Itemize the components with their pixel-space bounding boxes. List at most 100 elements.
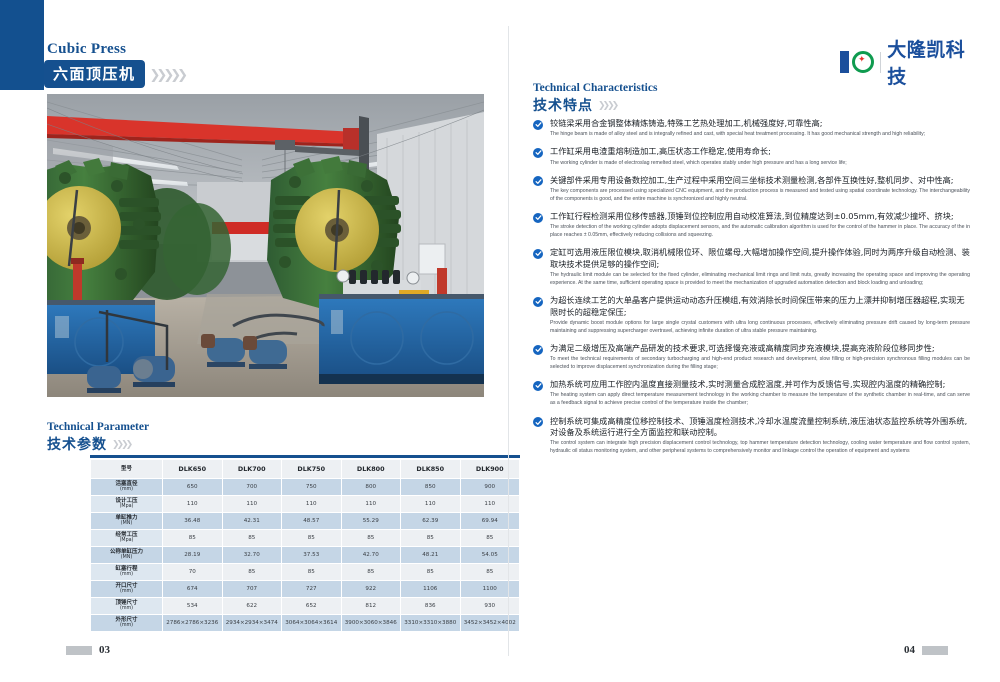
chevron-ornament-small-icon: ❯ ❯ ❯ ❯	[598, 99, 620, 110]
table-row-label: 活塞直径 (mm)	[90, 478, 163, 496]
table-cell: 85	[400, 529, 461, 547]
table-cell: 85	[340, 529, 401, 547]
chevron-ornament-icon: ❯ ❯ ❯ ❯ ❯	[149, 66, 189, 82]
table-header-cell: DLK700	[221, 459, 282, 479]
page-swatch	[66, 645, 92, 655]
table-cell: 836	[400, 597, 461, 615]
table-row-label: 公称单缸压力 (MN)	[90, 546, 163, 564]
table-row-label: 开口尺寸 (mm)	[90, 580, 163, 598]
table-row: 开口尺寸 (mm) 674 707 727 922 1106 1100	[90, 580, 520, 598]
characteristic-item: 定缸可选用液压限位模块,取消机械限位环、限位螺母,大幅增加操作空间,提升操作体验…	[533, 247, 970, 287]
table-cell: 650	[162, 478, 223, 496]
characteristic-en: The stroke detection of the working cyli…	[550, 224, 970, 239]
row-label-unit: (mm)	[119, 606, 134, 612]
row-label-text: 外形尺寸	[115, 616, 138, 623]
page-number-right-group: 04	[904, 644, 948, 656]
hydraulic-tank-right	[319, 294, 484, 380]
table-cell: 727	[281, 580, 342, 598]
characteristic-cn: 控制系统可集成高精度位移控制技术、顶锤温度检测技术,冷却水温度流量控制系统,液压…	[550, 415, 968, 438]
factory-photo	[47, 94, 484, 397]
row-label-text: 设计工压	[115, 497, 138, 504]
characteristic-item: 工作缸行程检测采用位移传感器,顶锤到位控制应用自动校准算法,到位精度达到±0.0…	[533, 211, 970, 240]
characteristic-item: 控制系统可集成高精度位移控制技术、顶锤温度检测技术,冷却水温度流量控制系统,液压…	[533, 416, 970, 456]
characteristic-item: 铰链梁采用合金钢整体精炼铸造,特殊工艺热处理加工,机械强度好,可靠性高; The …	[533, 118, 970, 139]
table-cell: 110	[459, 495, 520, 513]
check-circle-icon	[533, 176, 543, 187]
table-header-row: 型号 DLK650 DLK700 DLK750 DLK800 DLK850 DL…	[90, 459, 520, 479]
table-cell: 55.29	[340, 512, 401, 530]
table-row: 顶锤尺寸 (mm) 534 622 652 812 836 930	[90, 597, 520, 615]
table-cell: 32.70	[221, 546, 282, 564]
table-cell: 110	[400, 495, 461, 513]
characteristic-en: The hydraulic limit module can be select…	[550, 272, 970, 286]
star-icon: ✦	[858, 54, 866, 64]
param-title-cn: 技术参数	[47, 437, 107, 453]
characteristic-en: The hinge beam is made of alloy steel an…	[550, 131, 926, 138]
table-row-label: 顶锤尺寸 (mm)	[90, 597, 163, 615]
table-cell: 700	[221, 478, 282, 496]
table-row: 活塞直径 (mm) 650 700 750 800 850 900	[90, 478, 520, 496]
table-cell: 850	[400, 478, 461, 496]
check-circle-icon	[533, 212, 543, 223]
table-cell: 1106	[400, 580, 461, 598]
check-circle-icon	[533, 119, 543, 130]
table-cell: 85	[459, 529, 520, 547]
row-label-unit: (mm)	[119, 589, 134, 595]
table-cell: 85	[221, 563, 282, 581]
table-row: 单缸推力 (MN) 36.48 42.31 48.57 55.29 62.39 69.94	[90, 512, 520, 530]
table-cell: 652	[281, 597, 342, 615]
valve-bank	[336, 268, 447, 302]
left-page: Cubic Press 六面顶压机 ❯ ❯ ❯ ❯ ❯	[44, 0, 520, 682]
table-cell: 36.48	[162, 512, 223, 530]
table-cell: 3900×3060×3846	[340, 614, 401, 632]
characteristic-en: Provide dynamic boost module options for…	[550, 320, 970, 334]
factory-photo-illustration	[47, 94, 484, 397]
characteristics-title-cn: 技术特点	[533, 98, 593, 114]
row-label-unit: (MN)	[120, 521, 133, 527]
table-cell: 85	[162, 529, 223, 547]
table-cell: 85	[340, 563, 401, 581]
table-cell: 930	[459, 597, 520, 615]
characteristic-en: The control system can integrate high pr…	[550, 440, 970, 455]
characteristics-list: 铰链梁采用合金钢整体精炼铸造,特殊工艺热处理加工,机械强度好,可靠性高; The …	[533, 118, 970, 463]
table-header-cell: DLK900	[459, 459, 520, 479]
table-cell: 800	[340, 478, 401, 496]
table-cell: 110	[340, 495, 401, 513]
characteristic-cn: 为满足二级增压及高端产品研发的技术要求,可选择慢充液或高精度同步充液模块,提高充…	[550, 343, 935, 354]
row-label-text: 公称单缸压力	[109, 548, 143, 555]
table-row-label: 经常工压 (Mpa)	[90, 529, 163, 547]
characteristic-cn: 工作缸采用电渣重熔制造加工,高压状态工作稳定,使用寿命长;	[550, 146, 771, 157]
characteristic-item: 工作缸采用电渣重熔制造加工,高压状态工作稳定,使用寿命长; The working…	[533, 146, 970, 167]
table-cell: 54.05	[459, 546, 520, 564]
characteristic-item: 为超长连续工艺的大单晶客户提供运动动态升压模组,有效消除长时间保压带来的压力上漂…	[533, 295, 970, 335]
row-label-text: 开口尺寸	[115, 582, 138, 589]
table-cell: 42.31	[221, 512, 282, 530]
table-row-label: 设计工压 (Mpa)	[90, 495, 163, 513]
row-label-unit: (mm)	[119, 623, 134, 629]
center-divider	[508, 26, 509, 656]
page-swatch	[922, 645, 948, 655]
table-cell: 85	[459, 563, 520, 581]
table-row-label: 缸塞行程 (mm)	[90, 563, 163, 581]
table-row: 设计工压 (Mpa) 110 110 110 110 110 110	[90, 495, 520, 513]
table-row-label: 单缸推力 (MN)	[90, 512, 163, 530]
row-label-text: 缸塞行程	[115, 565, 138, 572]
table-cell: 85	[281, 529, 342, 547]
table-cell: 922	[340, 580, 401, 598]
table-cell: 3064×3064×3614	[281, 614, 342, 632]
characteristic-cn: 加热系统可应用工作腔内温度直接测量技术,实时测量合成腔温度,并可作为反馈信号,实…	[550, 379, 946, 390]
param-title-cn-group: 技术参数 ❯ ❯ ❯ ❯	[47, 434, 133, 454]
row-label-text: 经常工压	[115, 531, 138, 538]
characteristics-title-cn-group: 技术特点 ❯ ❯ ❯ ❯	[533, 95, 619, 115]
company-logo: ✦ 大隆凯科技	[840, 35, 970, 89]
characteristic-cn: 为超长连续工艺的大单晶客户提供运动动态升压模组,有效消除长时间保压带来的压力上漂…	[550, 295, 965, 317]
table-cell: 28.19	[162, 546, 223, 564]
characteristic-cn: 定缸可选用液压限位模块,取消机械限位环、限位螺母,大幅增加操作空间,提升操作体验…	[550, 247, 970, 269]
characteristic-en: The working cylinder is made of electros…	[550, 159, 847, 166]
chevron-ornament-small-icon: ❯ ❯ ❯ ❯	[112, 438, 134, 449]
table-cell: 85	[221, 529, 282, 547]
characteristics-title-en: Technical Characteristics	[533, 82, 658, 94]
page-number-left-group: 03	[66, 644, 110, 656]
row-label-unit: (mm)	[119, 487, 134, 493]
